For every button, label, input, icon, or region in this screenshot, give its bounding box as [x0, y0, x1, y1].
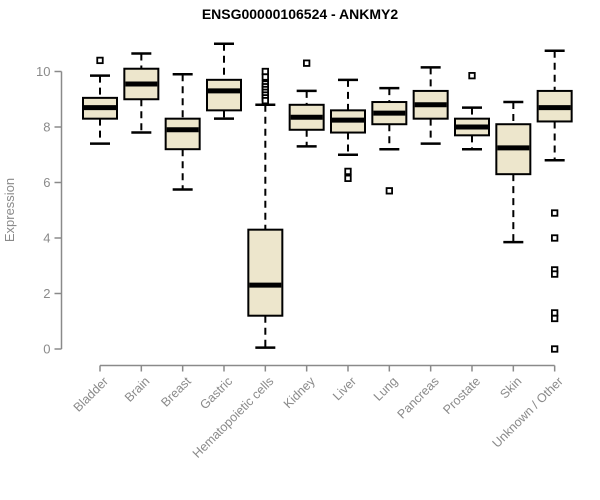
- boxplot-unknown-other: [536, 49, 573, 353]
- y-axis-label: Expression: [2, 178, 17, 242]
- chart-title: ENSG00000106524 - ANKMY2: [202, 6, 399, 22]
- boxplot-pancreas: [412, 66, 449, 145]
- x-tick-label: Pancreas: [395, 374, 442, 421]
- boxplot-skin: [495, 100, 532, 244]
- outlier-point: [303, 59, 311, 67]
- boxplot-breast: [164, 73, 201, 191]
- boxplot-gastric: [205, 42, 242, 120]
- y-tick-label: 4: [43, 231, 50, 246]
- y-tick-label: 8: [43, 120, 50, 135]
- outlier-point: [551, 314, 559, 323]
- x-tick-label: Prostate: [440, 374, 483, 417]
- outlier-point: [344, 167, 352, 176]
- outlier-point: [551, 234, 559, 242]
- y-axis: 0 2 4 6 8 10: [36, 64, 63, 357]
- iqr-box: [205, 78, 242, 112]
- x-tick-label: Bladder: [71, 374, 111, 414]
- x-tick-label: Gastric: [197, 374, 235, 412]
- x-tick-label: Lung: [371, 374, 401, 404]
- y-tick-label: 10: [36, 64, 50, 79]
- x-tick-label: Brain: [122, 374, 153, 405]
- x-tick-label: Skin: [497, 374, 524, 401]
- iqr-box: [247, 228, 284, 317]
- x-tick-label: Unknown / Other: [490, 374, 566, 450]
- boxplot-prostate: [453, 72, 490, 151]
- x-tick-label: Kidney: [281, 374, 318, 411]
- outlier-point: [551, 345, 559, 353]
- y-tick-label: 2: [43, 286, 50, 301]
- outlier-point: [344, 174, 352, 182]
- boxplot-bladder: [82, 56, 118, 145]
- box-plots: [82, 42, 573, 353]
- outlier-point: [551, 270, 559, 278]
- outlier-point: [385, 187, 393, 195]
- outlier-point: [468, 72, 476, 80]
- outlier-point: [261, 73, 269, 81]
- outlier-point: [261, 96, 269, 105]
- boxplot-liver: [329, 78, 366, 182]
- x-tick-label: Hematopoietic cells: [190, 374, 277, 461]
- x-tick-label: Liver: [330, 374, 359, 403]
- boxplot-lung: [371, 86, 408, 195]
- outlier-point: [551, 209, 559, 217]
- y-tick-label: 0: [43, 342, 50, 357]
- boxplot-hematopoietic-cells: [247, 67, 284, 349]
- iqr-box: [164, 117, 201, 151]
- boxplot-brain: [123, 52, 160, 134]
- x-tick-label: Breast: [158, 374, 194, 410]
- boxplot-kidney: [288, 59, 325, 148]
- outlier-point: [96, 56, 104, 65]
- y-tick-label: 6: [43, 175, 50, 190]
